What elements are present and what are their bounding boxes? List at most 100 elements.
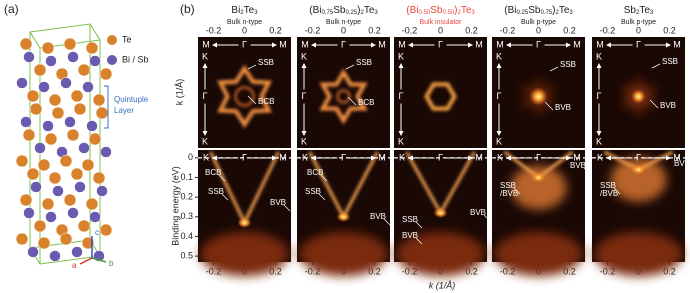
annotation-arrow [383, 218, 391, 226]
atom [81, 158, 95, 172]
atom [71, 246, 83, 258]
panel-title: (Bi0.25Sb0.75)2Te3 [504, 5, 573, 16]
annotation-arrow [415, 237, 423, 245]
title-part: Te [244, 5, 255, 16]
direction-label: M [398, 39, 406, 49]
annotation: SSB [305, 187, 321, 196]
bulk-valence [299, 232, 388, 276]
bulk-valence [510, 165, 567, 210]
annotation-arrow [247, 95, 257, 105]
axis-label: b [109, 259, 114, 268]
title-part: 0.50 [419, 10, 431, 16]
atom [22, 128, 36, 142]
annotation: SSB [560, 60, 576, 69]
title-part: Sb [624, 5, 637, 16]
title-part: 2 [360, 10, 364, 16]
bracket-label: Layer [114, 106, 134, 115]
top-tick-label: 0.2 [368, 25, 381, 35]
direction-label: Γ [341, 152, 346, 162]
title-part: 2 [555, 10, 559, 16]
top-tick-label: 0 [536, 25, 541, 35]
x-tick-label: 0.2 [368, 266, 381, 276]
annotation-arrow [687, 165, 690, 169]
title-part: Te [461, 5, 472, 16]
annotation: BCB [258, 97, 274, 106]
atom [15, 232, 29, 246]
panel-title: Sb2Te3 [624, 5, 654, 16]
title-part: 2 [457, 10, 461, 16]
panel-label: (b) [180, 2, 195, 16]
fermi-surface-map [198, 37, 291, 148]
bulk-pocket [234, 86, 255, 107]
title-part: Te [364, 5, 375, 16]
legend-swatch [107, 35, 117, 45]
atom [100, 146, 112, 158]
atom [48, 93, 62, 107]
direction-label: K [596, 136, 602, 146]
dirac-point [237, 217, 252, 228]
direction-label: Γ [438, 39, 443, 49]
atom [63, 37, 77, 51]
title-part: Sb [333, 5, 346, 16]
title-part: Sb [430, 5, 443, 16]
atom [27, 246, 39, 258]
atom [89, 55, 101, 67]
legend-label: Bi / Sb [122, 54, 149, 64]
annotation: SSB [208, 187, 224, 196]
annotation: BVB [270, 198, 286, 207]
direction-label: K [398, 136, 404, 146]
atom [82, 81, 94, 93]
title-part: (Bi [309, 5, 321, 16]
atom [37, 158, 51, 172]
atom [37, 236, 51, 250]
title-part: (Bi [406, 5, 418, 16]
direction-label: M [378, 152, 386, 162]
fermi-surface-map [297, 37, 390, 148]
annotation: BVB [570, 161, 586, 170]
panel-title: Bi2Te3 [231, 5, 258, 16]
annotation-arrow [544, 101, 554, 111]
direction-label: Γ [399, 91, 404, 101]
title-part: 0.25 [345, 10, 357, 16]
atom [19, 37, 33, 51]
direction-label: M [279, 152, 287, 162]
dirac-point [336, 211, 351, 222]
annotation: BVB [555, 103, 571, 112]
top-tick-label: -0.2 [600, 25, 616, 35]
annotation-arrow [318, 193, 326, 201]
atom [70, 167, 84, 181]
direction-label: K [302, 152, 308, 162]
atom [29, 102, 43, 116]
annotation: SSB [500, 181, 516, 190]
bulk-valence [396, 232, 485, 276]
title-part: 3 [254, 10, 258, 16]
top-tick-label: 0 [242, 25, 247, 35]
direction-label: K [399, 152, 405, 162]
title-part: 3 [569, 10, 573, 16]
direction-label: Γ [636, 39, 641, 49]
legend-label: Te [122, 34, 132, 44]
x-tick-label: -0.2 [305, 266, 321, 276]
bracket [104, 85, 109, 129]
x-tick-label: -0.2 [402, 266, 418, 276]
top-tick-label: -0.2 [206, 25, 222, 35]
direction-label: M [673, 152, 681, 162]
dirac-point [531, 172, 546, 183]
atom [33, 219, 47, 233]
annotation: BCB [307, 168, 323, 177]
atom [15, 154, 29, 168]
top-tick-label: 0 [341, 25, 346, 35]
dirac-point [433, 207, 448, 218]
title-part: 3 [650, 10, 654, 16]
fermi-surface-map [394, 37, 487, 148]
axis-b [91, 257, 107, 263]
top-tick-label: 0 [438, 25, 443, 35]
atom [99, 223, 113, 237]
direction-label: K [497, 152, 503, 162]
atom [92, 171, 106, 185]
direction-label: K [496, 136, 502, 146]
direction-label: Γ [242, 39, 247, 49]
direction-label: K [202, 51, 208, 61]
atom [20, 116, 32, 128]
annotation-arrow [513, 187, 521, 195]
